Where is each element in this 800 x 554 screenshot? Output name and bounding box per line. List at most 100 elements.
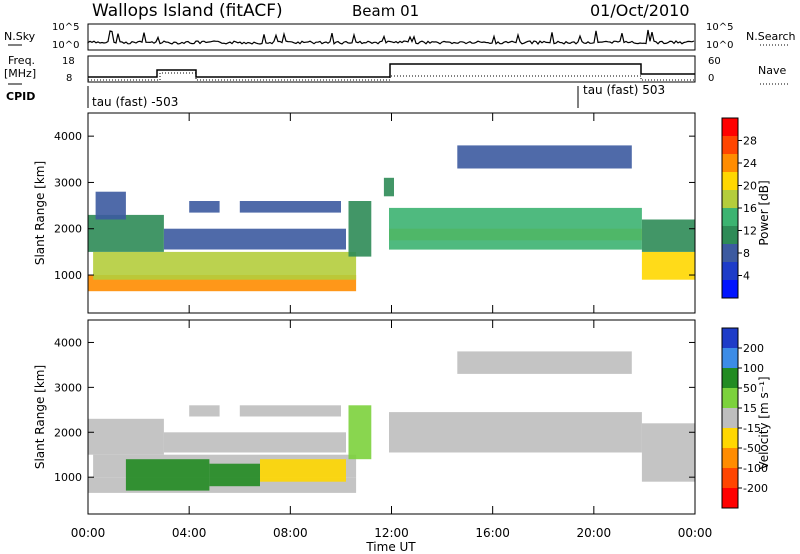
cpid-1: tau (fast) -503 <box>92 95 178 109</box>
date-title: 01/Oct/2010 <box>590 1 690 20</box>
nave-tick-top: 60 <box>708 56 721 67</box>
data-region <box>125 459 210 491</box>
nsky-tick-bottom: 10^0 <box>52 40 79 51</box>
data-region <box>95 191 126 220</box>
data-region <box>457 145 632 169</box>
data-region <box>641 423 695 482</box>
colorbar-swatch <box>722 388 738 409</box>
colorbar-tick-label: 100 <box>743 362 764 375</box>
colorbar-swatch <box>722 280 738 299</box>
data-region <box>348 405 372 460</box>
xtick-label: 04:00 <box>172 526 207 540</box>
nsky-frame <box>87 23 696 51</box>
freq-label: Freq. <box>8 54 35 67</box>
colorbar-tick-label: 28 <box>743 135 757 148</box>
colorbar-tick-label: 12 <box>743 225 757 238</box>
nsky-tick-top: 10^5 <box>52 22 79 33</box>
ytick-label: 4000 <box>54 336 82 349</box>
colorbar-swatch <box>722 408 738 429</box>
time-axis: 00:00 04:00 08:00 12:00 16:00 20:00 00:00 <box>71 113 712 540</box>
data-region <box>457 351 632 374</box>
power-colorbar-label: Power [dB] <box>757 180 771 245</box>
colorbar-tick-label: -15 <box>743 422 761 435</box>
data-region <box>389 207 642 250</box>
freq-tick-bottom: 8 <box>66 73 72 84</box>
colorbar-tick-label: 20 <box>743 180 757 193</box>
colorbar-swatch <box>722 208 738 227</box>
colorbar-tick-label: -200 <box>743 482 768 495</box>
ytick-label: 2000 <box>54 223 82 236</box>
colorbar-tick-label: 15 <box>743 402 757 415</box>
cpid-row: CPID tau (fast) -503 tau (fast) 503 <box>6 83 665 109</box>
colorbar-swatch <box>722 368 738 389</box>
ytick-label: 1000 <box>54 269 82 282</box>
colorbar-swatch <box>722 468 738 489</box>
colorbar-swatch <box>722 328 738 349</box>
colorbar-swatch <box>722 226 738 245</box>
power-ylabel: Slant Range [km] <box>33 161 47 265</box>
xtick-label: 00:00 <box>71 526 106 540</box>
power-yticks: 4000 3000 2000 1000 <box>54 130 695 282</box>
colorbar-swatch <box>722 136 738 155</box>
data-region <box>260 459 346 482</box>
colorbar-swatch <box>722 172 738 191</box>
colorbar-swatch <box>722 488 738 509</box>
xtick-label: 16:00 <box>475 526 510 540</box>
freq-trace <box>88 63 695 78</box>
data-region <box>239 201 341 213</box>
data-region <box>93 251 357 280</box>
freq-frame <box>87 55 696 83</box>
nsky-label: N.Sky <box>4 30 36 43</box>
data-region <box>189 405 220 417</box>
data-region <box>389 412 642 453</box>
ytick-label: 2000 <box>54 426 82 439</box>
data-region <box>383 177 394 197</box>
beam-title: Beam 01 <box>352 2 419 20</box>
power-cells <box>88 145 695 292</box>
colorbar-swatch <box>722 262 738 281</box>
velocity-yticks: 4000 3000 2000 1000 <box>54 336 695 484</box>
colorbar-tick-label: 24 <box>743 157 757 170</box>
data-region <box>163 432 346 453</box>
colorbar-swatch <box>722 154 738 173</box>
colorbar-swatch <box>722 190 738 209</box>
data-region <box>163 228 346 250</box>
xtick-label: 12:00 <box>374 526 409 540</box>
colorbar-swatch <box>722 348 738 369</box>
velocity-ylabel: Slant Range [km] <box>33 365 47 469</box>
velocity-colorbar: 200 100 50 15 -15 -50 -100 -200 <box>721 327 768 509</box>
colorbar-swatch <box>722 448 738 469</box>
data-region <box>641 251 695 280</box>
data-region <box>348 201 372 257</box>
nave-label: Nave <box>758 64 786 77</box>
data-region <box>189 201 220 213</box>
nsearch-label: N.Search <box>746 30 796 43</box>
velocity-colorbar-label: Velocity [m s⁻¹] <box>757 376 771 469</box>
velocity-panel: 4000 3000 2000 1000 Slant Range [km] 200 100… <box>33 319 771 515</box>
nave-tick-bottom: 0 <box>708 73 714 84</box>
colorbar-swatch <box>722 428 738 449</box>
velocity-cells <box>88 351 695 493</box>
colorbar-swatch <box>722 244 738 263</box>
xaxis-label: Time UT <box>365 540 416 554</box>
colorbar-tick-label: -50 <box>743 442 761 455</box>
colorbar-tick-label: 50 <box>743 382 757 395</box>
ytick-label: 1000 <box>54 471 82 484</box>
colorbar-tick-label: 16 <box>743 202 757 215</box>
data-region <box>239 405 341 417</box>
colorbar-tick-label: 200 <box>743 342 764 355</box>
cpid-2: tau (fast) 503 <box>583 83 665 97</box>
data-region <box>209 463 260 487</box>
nsearch-tick-bottom: 10^0 <box>706 40 733 51</box>
freq-panel: Freq. [MHz] 18 8 60 0 Nave <box>4 54 790 85</box>
nsky-trace <box>87 29 695 46</box>
ytick-label: 3000 <box>54 176 82 189</box>
colorbar-tick-label: -100 <box>743 462 768 475</box>
ytick-label: 4000 <box>54 130 82 143</box>
colorbar-tick-label: 4 <box>743 270 750 283</box>
data-region <box>641 219 695 252</box>
colorbar-tick-label: 8 <box>743 247 750 260</box>
colorbar-swatch <box>722 118 738 137</box>
freq-tick-top: 18 <box>62 56 75 67</box>
